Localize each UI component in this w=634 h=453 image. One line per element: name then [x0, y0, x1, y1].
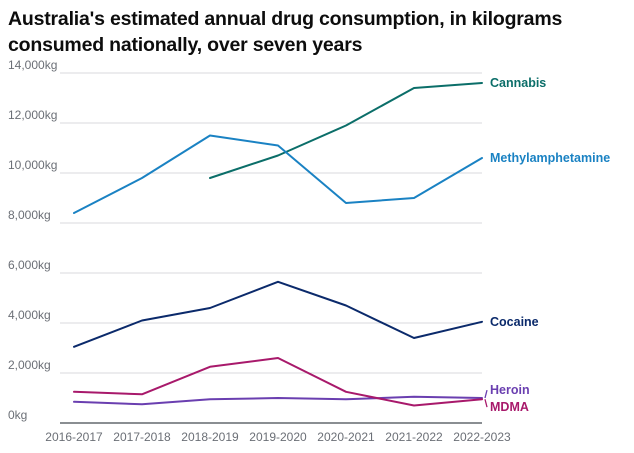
series-label-mdma: MDMA: [490, 400, 529, 414]
y-axis-ticks: 0kg 2,000kg 4,000kg 6,000kg 8,000kg 10,000kg 1…: [8, 58, 57, 422]
leader-line-heroin: [484, 389, 488, 399]
series-line-cannabis: [209, 82, 483, 179]
y-tick-label: 8,000kg: [8, 208, 51, 222]
x-tick-label: 2021-2022: [385, 430, 443, 444]
x-tick-label: 2018-2019: [181, 430, 239, 444]
series-labels: Cannabis Methylamphetamine Cocaine Heroin MD…: [484, 76, 610, 414]
y-tick-label: 10,000kg: [8, 158, 57, 172]
series-line-heroin: [73, 395, 483, 406]
x-axis-ticks: 2016-2017 2017-2018 2018-2019 2019-2020 2020…: [45, 430, 511, 444]
series-label-cocaine: Cocaine: [490, 315, 539, 329]
series-line-cocaine: [73, 280, 483, 348]
x-tick-label: 2016-2017: [45, 430, 103, 444]
series-label-heroin: Heroin: [490, 383, 530, 397]
x-tick-label: 2022-2023: [453, 430, 511, 444]
y-tick-label: 12,000kg: [8, 108, 57, 122]
series-line-mdma: [73, 357, 483, 407]
leader-line-mdma: [484, 399, 488, 408]
series-label-methylamphetamine: Methylamphetamine: [490, 151, 610, 165]
series-label-cannabis: Cannabis: [490, 76, 546, 90]
gridlines: [60, 72, 482, 424]
chart-title: Australia's estimated annual drug consum…: [8, 8, 563, 56]
x-tick-label: 2019-2020: [249, 430, 307, 444]
x-tick-label: 2020-2021: [317, 430, 375, 444]
x-tick-label: 2017-2018: [113, 430, 171, 444]
series-lines: [73, 82, 483, 407]
y-tick-label: 2,000kg: [8, 358, 51, 372]
y-tick-label: 14,000kg: [8, 58, 57, 72]
y-tick-label: 4,000kg: [8, 308, 51, 322]
y-tick-label: 6,000kg: [8, 258, 51, 272]
y-tick-label: 0kg: [8, 408, 27, 422]
series-line-methylamphetamine: [73, 134, 483, 214]
